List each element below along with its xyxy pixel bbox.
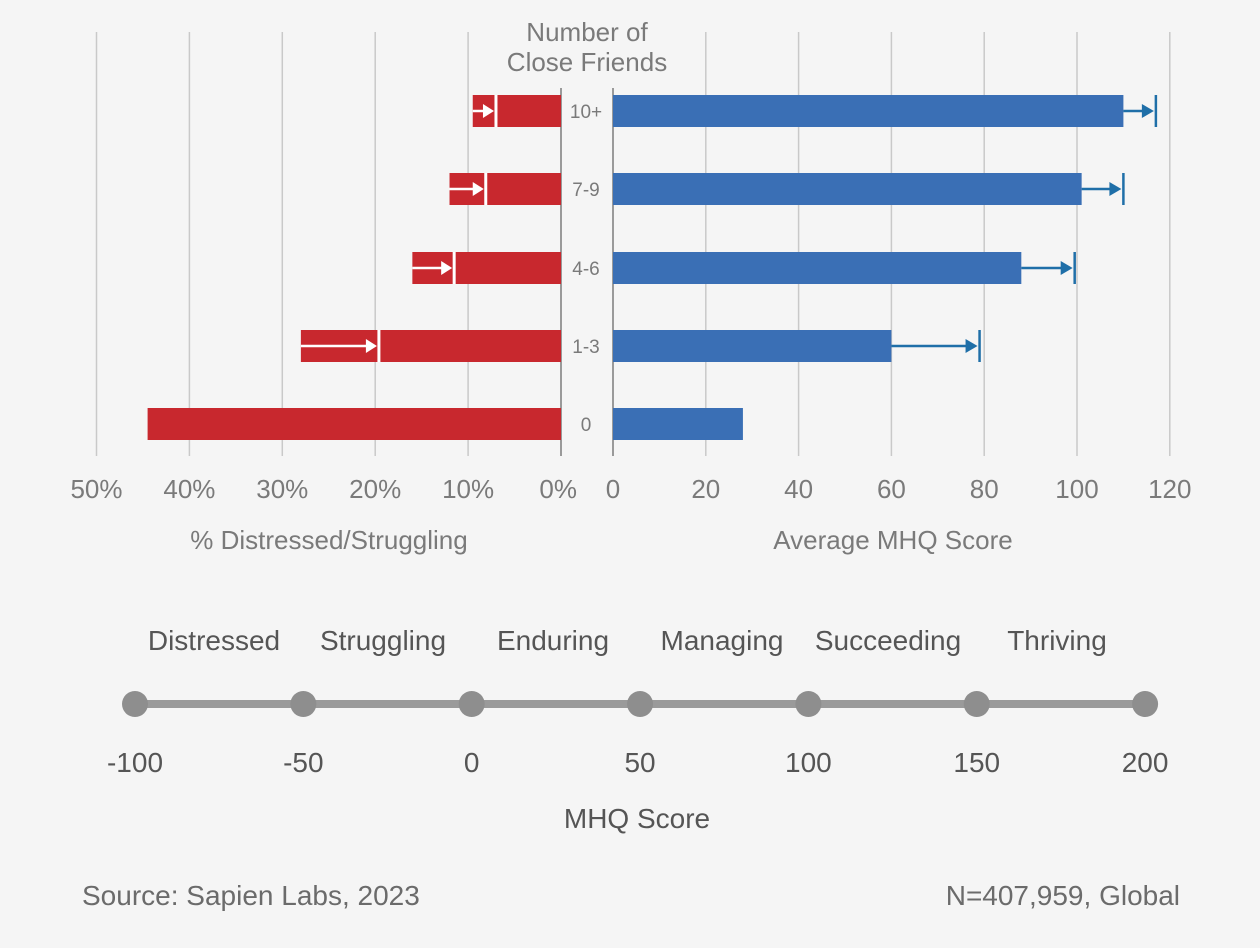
tick-label-right: 100 <box>1055 474 1098 504</box>
scale-band-label: Struggling <box>320 625 446 656</box>
tick-label-left: 10% <box>442 474 494 504</box>
tick-label-right: 80 <box>970 474 999 504</box>
scale-tick-label: 50 <box>624 747 655 778</box>
bar-mhq-10+ <box>613 95 1124 127</box>
scale-dot <box>458 691 485 717</box>
category-title-line-1: Number of <box>526 17 648 47</box>
scale-title: MHQ Score <box>564 803 710 834</box>
arrow-head <box>1141 104 1154 118</box>
tick-label-right: 40 <box>784 474 813 504</box>
bar-distressed-0 <box>147 408 561 440</box>
scale-dot <box>795 691 822 717</box>
tick-label-right: 0 <box>606 474 620 504</box>
arrow-head <box>365 339 377 353</box>
scale-tick-label: -100 <box>107 747 163 778</box>
tick-label-left: 50% <box>70 474 122 504</box>
category-label: 0 <box>581 415 592 436</box>
tick-label-right: 60 <box>877 474 906 504</box>
tick-label-left: 20% <box>349 474 401 504</box>
scale-dot <box>290 691 317 717</box>
scale-band-label: Managing <box>661 625 784 656</box>
category-title-line-2: Close Friends <box>507 47 667 77</box>
arrow-head <box>1060 261 1073 275</box>
scale-dot <box>122 691 148 717</box>
tick-label-right: 20 <box>691 474 720 504</box>
arrow-head <box>441 261 453 275</box>
arrow-head <box>482 104 494 118</box>
x-axis-title-left: % Distressed/Struggling <box>190 525 467 555</box>
scale-band-label: Enduring <box>497 625 609 656</box>
bar-mhq-0 <box>613 408 743 440</box>
scale-dot <box>627 691 654 717</box>
arrow-head <box>965 339 978 353</box>
category-label: 10+ <box>570 102 602 123</box>
bar-mhq-7-9 <box>613 173 1082 205</box>
category-label: 1-3 <box>572 337 599 358</box>
arrow-head <box>1109 182 1122 196</box>
tick-label-left: 30% <box>256 474 308 504</box>
x-axis-title-right: Average MHQ Score <box>773 525 1012 555</box>
source-note: Source: Sapien Labs, 2023 <box>82 880 420 911</box>
bar-mhq-4-6 <box>613 252 1022 284</box>
scale-tick-label: 150 <box>953 747 1000 778</box>
scale-band-label: Distressed <box>148 625 280 656</box>
tick-label-right: 120 <box>1148 474 1191 504</box>
scale-tick-label: 100 <box>785 747 832 778</box>
tick-label-left: 0% <box>539 474 577 504</box>
category-label: 7-9 <box>572 180 599 201</box>
category-label: 4-6 <box>572 259 599 280</box>
tick-label-left: 40% <box>163 474 215 504</box>
scale-dot <box>963 691 990 717</box>
scale-dot <box>1132 691 1159 717</box>
scale-tick-label: 0 <box>464 747 480 778</box>
scale-tick-label: 200 <box>1122 747 1169 778</box>
scale-band-label: Succeeding <box>815 625 961 656</box>
sample-note: N=407,959, Global <box>945 880 1180 911</box>
arrow-head <box>472 182 484 196</box>
scale-tick-label: -50 <box>283 747 323 778</box>
bar-mhq-1-3 <box>613 330 892 362</box>
scale-band-label: Thriving <box>1007 625 1107 656</box>
